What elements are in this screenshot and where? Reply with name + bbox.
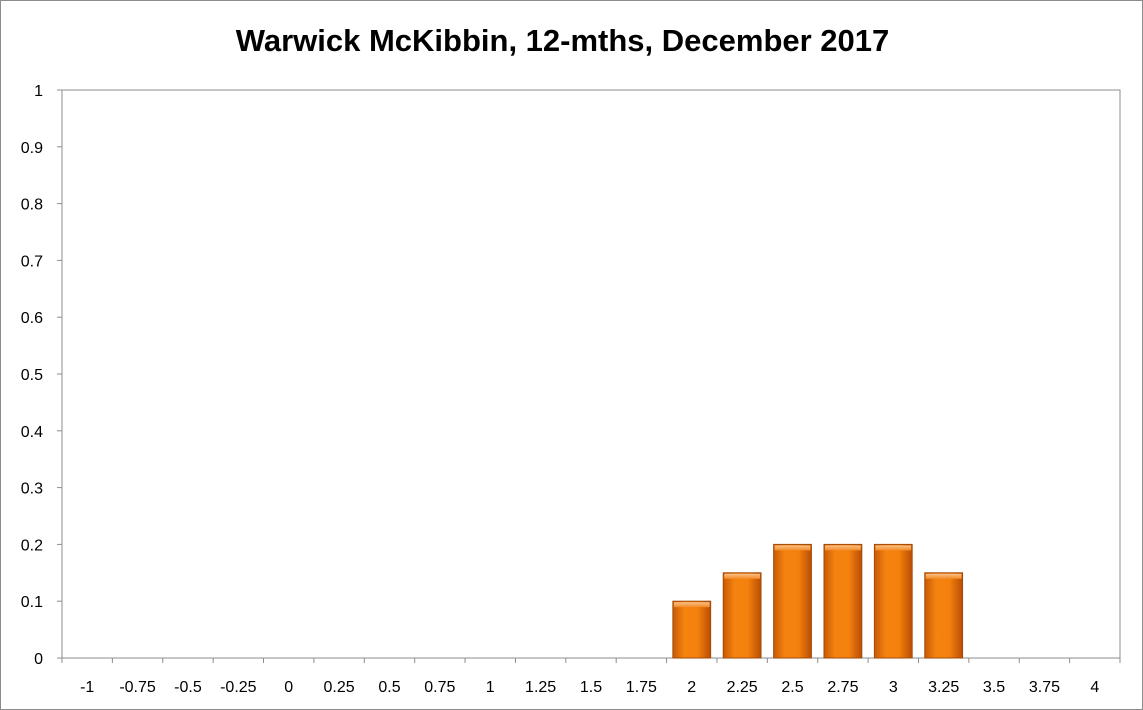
y-tick-label: 0.9	[21, 140, 43, 157]
x-tick-label: -1	[80, 679, 94, 696]
bar-2	[672, 600, 712, 659]
bar-3.25	[924, 572, 964, 659]
x-tick-label: 0.25	[324, 679, 355, 696]
x-tick-label: 1.75	[626, 679, 657, 696]
y-tick-label: 0.3	[21, 481, 43, 498]
y-tick-label: 0.6	[21, 310, 43, 327]
x-tick-label: 0.75	[424, 679, 455, 696]
x-tick-label: -0.75	[119, 679, 156, 696]
bar-highlight	[875, 545, 912, 551]
bar-2.25	[722, 572, 762, 659]
y-tick-label: 1	[34, 83, 43, 100]
bar-highlight	[825, 545, 861, 551]
y-tick-label: 0.5	[21, 367, 43, 384]
x-tick-label: 2.25	[727, 679, 758, 696]
x-tick-label: 3.5	[983, 679, 1005, 696]
bar-highlight	[724, 573, 761, 579]
x-tick-label: 0	[284, 679, 293, 696]
x-tick-label: 0.5	[378, 679, 400, 696]
y-tick-label: 0.1	[21, 594, 43, 611]
x-tick-label: -0.25	[220, 679, 257, 696]
chart-title: Warwick McKibbin, 12-mths, December 2017	[235, 23, 890, 58]
x-tick-label: 3	[889, 679, 898, 696]
bar-highlight	[774, 545, 811, 551]
y-tick-label: 0.8	[21, 197, 43, 214]
x-tick-label: 3.25	[928, 679, 959, 696]
x-tick-label: -0.5	[174, 679, 202, 696]
y-tick-label: 0.2	[21, 537, 43, 554]
x-tick-label: 2	[687, 679, 696, 696]
plot-area	[61, 89, 1121, 659]
y-tick-label: 0.4	[21, 424, 43, 441]
x-tick-label: 2.5	[781, 679, 803, 696]
x-tick-label: 4	[1090, 679, 1099, 696]
x-tick-label: 1.5	[580, 679, 602, 696]
bar-2.75	[823, 543, 863, 659]
y-axis: 0 0.1 0.2 0.3 0.4 0.5 0.6 0.7 0.8 0.9 1	[21, 83, 62, 668]
x-axis: -1 -0.75 -0.5 -0.25 0 0.25 0.5 0.75 1 1.25 1.5 1.75…	[61, 658, 1121, 696]
y-tick-label: 0	[34, 651, 43, 668]
x-tick-label: 1.25	[525, 679, 556, 696]
bar-series	[672, 543, 964, 659]
x-tick-label: 1	[486, 679, 495, 696]
y-tick-label: 0.7	[21, 253, 43, 270]
bar-2.5	[773, 543, 812, 659]
x-tick-label: 2.75	[827, 679, 858, 696]
bar-highlight	[925, 573, 962, 579]
bar-highlight	[673, 602, 710, 608]
bar-3	[873, 543, 913, 659]
x-tick-label: 3.75	[1029, 679, 1060, 696]
